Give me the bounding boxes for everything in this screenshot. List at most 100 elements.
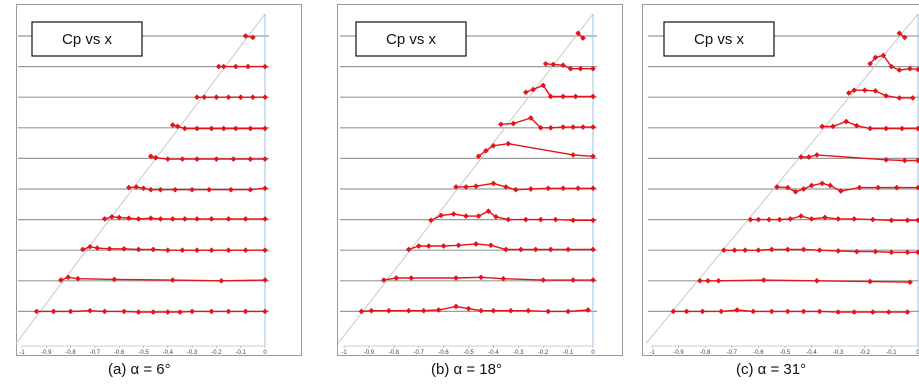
- data-point: [172, 186, 178, 193]
- data-point: [787, 216, 794, 222]
- data-point: [784, 246, 791, 253]
- data-point: [435, 307, 442, 313]
- data-point: [835, 248, 842, 254]
- data-point: [262, 156, 268, 162]
- x-tick-label: -0.1: [236, 350, 247, 356]
- data-point: [503, 246, 509, 253]
- data-point: [262, 63, 268, 70]
- x-tick-label: -0.2: [538, 350, 549, 356]
- data-point: [575, 185, 581, 192]
- data-point: [220, 125, 227, 132]
- data-point: [425, 243, 432, 249]
- data-point: [428, 217, 434, 224]
- data-point: [731, 247, 738, 254]
- x-tick-label: -0.7: [90, 350, 101, 356]
- data-point: [262, 216, 268, 222]
- data-point: [872, 54, 879, 61]
- data-point: [522, 216, 529, 223]
- data-point: [776, 216, 783, 223]
- chart-title-box: [355, 21, 467, 57]
- data-point: [512, 186, 519, 193]
- data-point: [540, 82, 547, 89]
- data-point: [420, 307, 427, 314]
- data-point: [133, 184, 140, 190]
- data-point: [907, 279, 913, 286]
- data-point: [177, 309, 183, 315]
- data-point: [572, 93, 579, 100]
- data-point: [830, 123, 836, 130]
- chart-panel-b: -1 -0.9 -0.8 -0.7 -0.6 -0.5 -0.4 -0.3 -0.2 -0.1 0 C…: [337, 13, 597, 356]
- chart-title-box: [663, 21, 775, 57]
- data-point: [880, 52, 887, 59]
- data-point: [527, 186, 534, 192]
- data-point: [590, 65, 596, 72]
- data-point: [179, 156, 186, 162]
- data-point: [455, 242, 462, 249]
- data-point: [232, 125, 239, 132]
- x-tick-label: -0.6: [438, 350, 449, 356]
- data-point: [101, 308, 108, 315]
- data-point: [164, 247, 171, 254]
- x-tick-label: -0.9: [673, 350, 684, 356]
- data-point: [835, 216, 842, 222]
- data-point: [262, 185, 268, 192]
- data-point: [181, 216, 188, 222]
- data-point: [232, 63, 239, 70]
- data-point: [845, 90, 852, 96]
- data-point: [475, 213, 482, 219]
- data-point: [747, 216, 754, 223]
- data-point: [230, 156, 237, 162]
- data-point: [565, 246, 571, 253]
- data-point: [225, 308, 232, 315]
- data-point: [560, 185, 566, 192]
- data-point: [527, 115, 534, 121]
- plot-area: -1 -0.9 -0.8 -0.7 -0.6 -0.5 -0.4 -0.3 -0.2 -0.1 0 C…: [645, 13, 919, 356]
- data-point: [816, 247, 823, 254]
- data-point: [570, 124, 576, 130]
- data-point: [883, 125, 889, 132]
- data-point: [150, 246, 157, 253]
- data-point: [206, 186, 212, 193]
- data-point: [705, 277, 711, 284]
- caption-c: (c) α = 31°: [736, 361, 807, 378]
- x-tick-label: -0.8: [65, 350, 76, 356]
- data-point: [915, 157, 919, 164]
- data-point: [835, 309, 842, 315]
- data-point: [490, 142, 497, 149]
- data-point: [869, 309, 876, 315]
- data-point: [532, 246, 539, 253]
- data-point: [742, 247, 748, 254]
- x-tick-label: -0.9: [41, 350, 52, 356]
- data-point: [498, 121, 504, 128]
- data-point: [915, 125, 919, 132]
- data-point: [768, 246, 775, 253]
- data-point: [79, 246, 86, 253]
- data-point: [819, 180, 826, 187]
- data-point: [201, 94, 208, 101]
- data-point: [683, 308, 690, 315]
- x-tick-label: -0.7: [414, 350, 425, 356]
- data-point: [262, 277, 268, 283]
- caption-a: (a) α = 6°: [108, 361, 171, 378]
- data-point: [885, 309, 892, 315]
- data-point: [242, 216, 249, 222]
- data-point: [814, 277, 820, 284]
- chart-panel-c: -1 -0.9 -0.8 -0.7 -0.6 -0.5 -0.4 -0.3 -0.2 -0.1 0 C…: [645, 13, 919, 356]
- data-point: [875, 184, 881, 191]
- data-point: [827, 182, 834, 189]
- data-point: [213, 94, 220, 101]
- data-point: [245, 63, 251, 70]
- data-point: [438, 212, 444, 219]
- data-point: [208, 216, 215, 222]
- data-point: [872, 248, 879, 255]
- data-point: [590, 217, 596, 224]
- data-point: [405, 307, 412, 314]
- data-point: [262, 94, 268, 101]
- data-point: [798, 213, 804, 219]
- data-point: [915, 184, 919, 191]
- plot-area: -1 -0.9 -0.8 -0.7 -0.6 -0.5 -0.4 -0.3 -0.2 -0.1 0 C…: [337, 13, 597, 356]
- data-point: [483, 147, 489, 154]
- data-point: [247, 156, 254, 162]
- data-point: [798, 154, 804, 160]
- data-point: [547, 93, 554, 100]
